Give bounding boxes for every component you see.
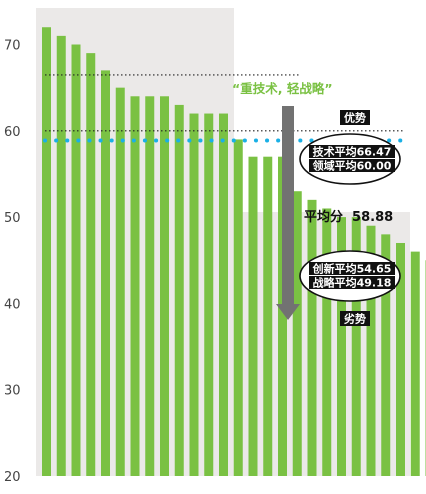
disadvantage-tag: [340, 311, 370, 326]
bar: [292, 191, 302, 476]
strategy-average-tag: [309, 276, 395, 289]
bar: [71, 44, 81, 476]
bar: [351, 217, 361, 476]
bar: [101, 70, 110, 476]
strategy-average-label: 战略平均49.18: [313, 276, 392, 290]
bar: [337, 217, 346, 476]
domain-average-tag: [309, 159, 395, 172]
bar: [381, 234, 391, 476]
bar: [278, 156, 287, 476]
bar: [263, 156, 273, 476]
arrow-label: “重技术, 轻战略”: [232, 81, 333, 96]
bar: [56, 35, 66, 477]
down-arrow-icon: [276, 106, 300, 320]
disadvantage-label: 劣势: [344, 312, 366, 326]
bar: [86, 53, 96, 476]
tech-average-tag: [309, 145, 395, 158]
bar: [174, 104, 184, 476]
y-tick-label: 20: [4, 470, 21, 485]
bar: [410, 251, 420, 476]
bar: [189, 113, 199, 476]
innovation-average-tag: [309, 262, 395, 275]
advantage-label: 优势: [344, 111, 366, 125]
bar: [322, 208, 332, 476]
bar: [204, 113, 214, 476]
bar: [219, 113, 228, 476]
y-tick-label: 40: [4, 297, 21, 312]
bar: [130, 96, 140, 476]
bar: [145, 96, 155, 476]
advantage-tag: [340, 110, 370, 125]
bar: [248, 156, 258, 476]
bar: [160, 96, 169, 476]
bar: [307, 199, 317, 476]
bar: [115, 87, 125, 477]
y-tick-label: 70: [4, 39, 21, 54]
overall-average-label: 平均分 58.88: [304, 209, 393, 225]
bar: [233, 139, 243, 476]
y-tick-label: 60: [4, 125, 21, 140]
tech-average-label: 技术平均66.47: [313, 145, 392, 159]
domain-average-label: 领域平均60.00: [312, 159, 392, 173]
y-tick-label: 30: [4, 384, 21, 399]
bar: [42, 27, 51, 477]
innovation-average-label: 创新平均54.65: [312, 262, 392, 276]
bar: [366, 225, 376, 476]
bar: [396, 242, 405, 476]
y-tick-label: 50: [4, 211, 21, 226]
